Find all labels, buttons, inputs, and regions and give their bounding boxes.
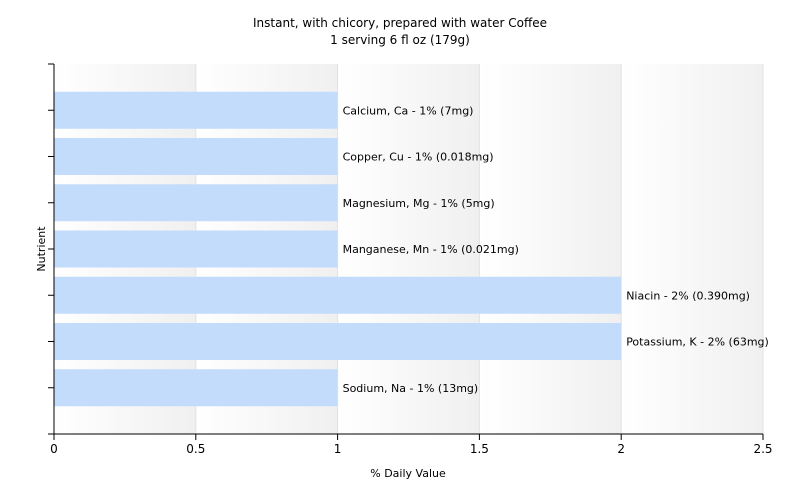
plot-band: [621, 64, 763, 434]
bar: [54, 184, 338, 222]
bar-label: Manganese, Mn - 1% (0.021mg): [343, 243, 519, 256]
bar-label: Sodium, Na - 1% (13mg): [343, 382, 479, 395]
bar: [54, 323, 622, 360]
bar-label: Calcium, Ca - 1% (7mg): [343, 104, 474, 117]
x-tick-label: 0: [50, 442, 58, 456]
x-tick-label: 2.5: [753, 442, 772, 456]
bar-labels: Calcium, Ca - 1% (7mg) Copper, Cu - 1% (0…: [343, 104, 769, 395]
bars: [54, 91, 622, 407]
x-tick-label: 2: [617, 442, 625, 456]
chart-subtitle: 1 serving 6 fl oz (179g): [330, 33, 470, 47]
bar-label: Potassium, K - 2% (63mg): [626, 336, 769, 349]
x-tick-label: 1: [334, 442, 342, 456]
chart-title: Instant, with chicory, prepared with wat…: [253, 16, 547, 30]
bar-label: Copper, Cu - 1% (0.018mg): [343, 151, 494, 164]
plot-band: [479, 64, 622, 434]
bar: [54, 230, 338, 268]
x-tick-label: 0.5: [186, 442, 205, 456]
bar: [54, 276, 622, 314]
bar: [54, 369, 338, 407]
bar-label: Magnesium, Mg - 1% (5mg): [343, 197, 495, 210]
plot-band: [337, 64, 480, 434]
x-axis-ticks: 0 0.5 1 1.5 2 2.5: [50, 434, 773, 456]
axes: [48, 63, 763, 435]
bar-label: Niacin - 2% (0.390mg): [626, 289, 750, 302]
bar: [54, 138, 338, 175]
x-axis-title: % Daily Value: [370, 467, 446, 480]
x-tick-label: 1.5: [470, 442, 489, 456]
bar: [54, 91, 338, 129]
y-axis-title: Nutrient: [35, 226, 48, 272]
